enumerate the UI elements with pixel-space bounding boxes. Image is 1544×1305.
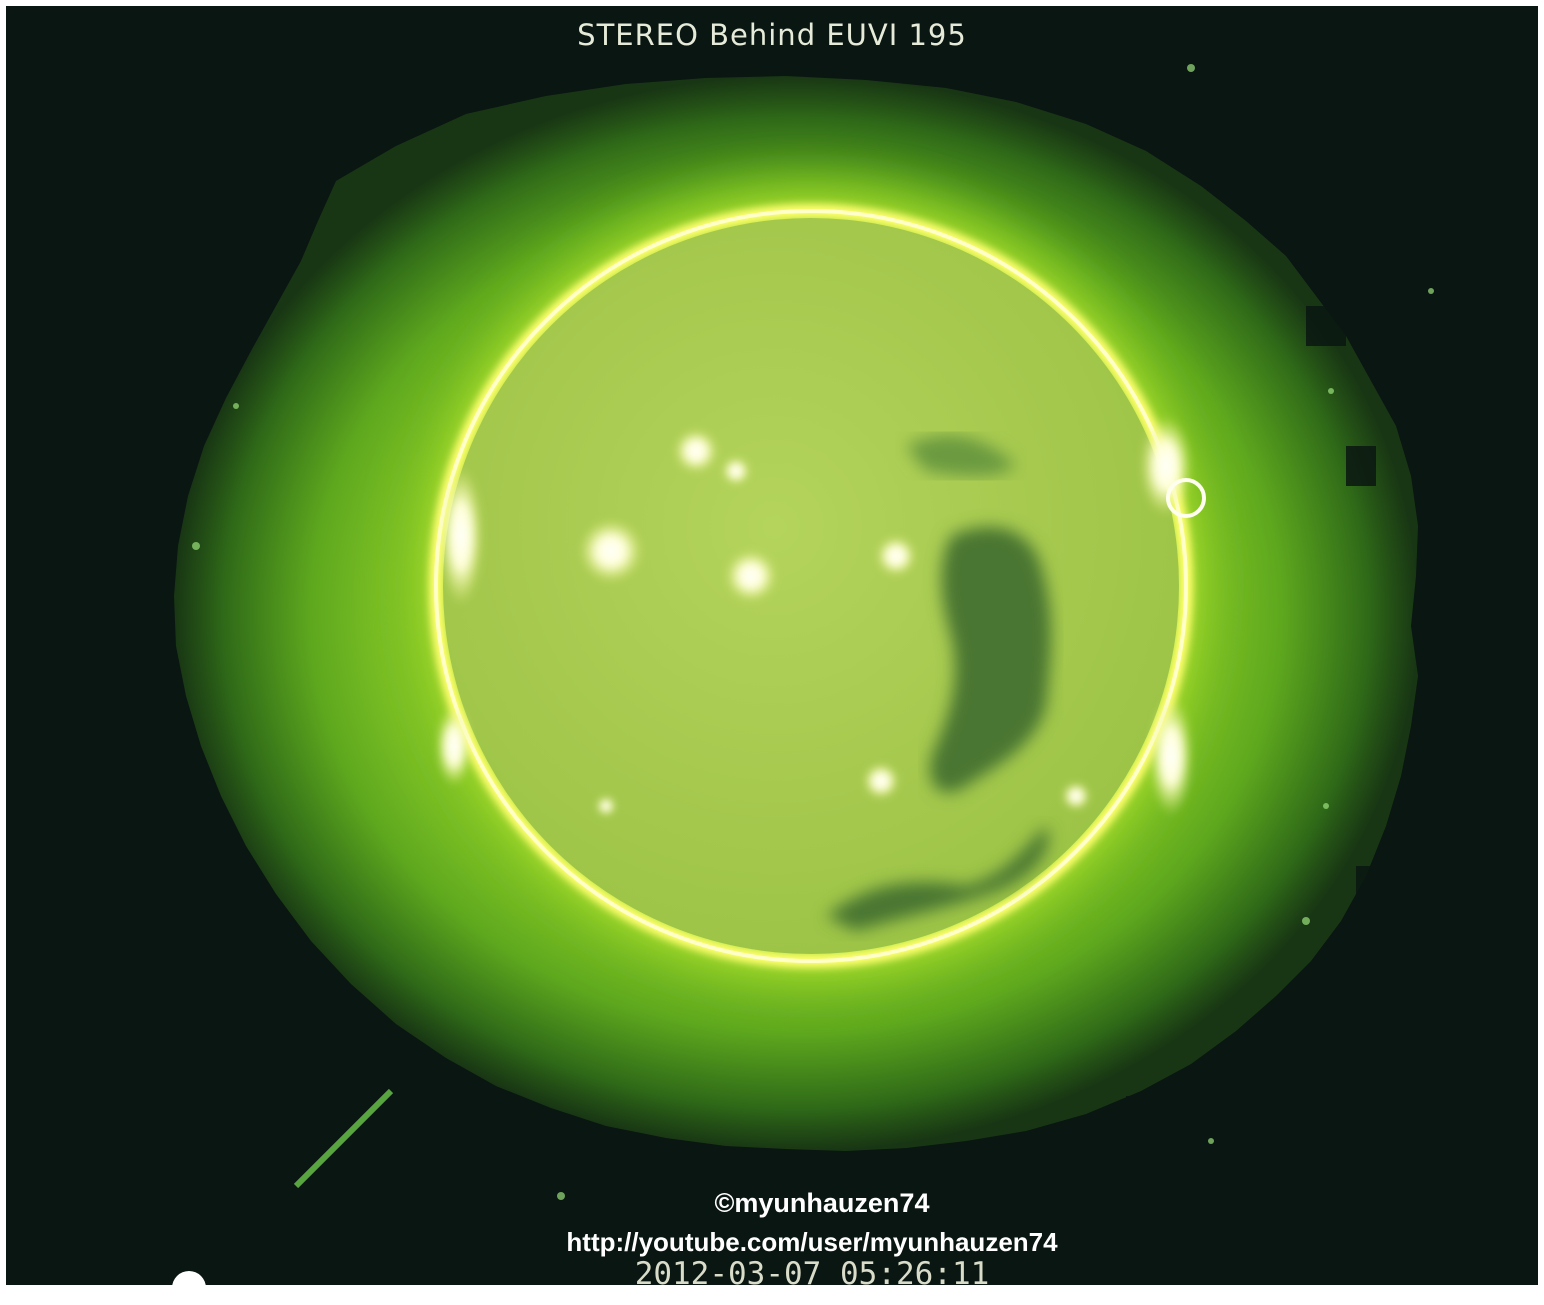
active-regions xyxy=(436,416,1193,816)
artifact-streak xyxy=(293,1088,394,1189)
image-title: STEREO Behind EUVI 195 xyxy=(577,18,967,52)
sun-scene xyxy=(174,64,1434,1200)
coronal-hole xyxy=(930,527,1051,793)
corner-marker xyxy=(172,1271,206,1305)
credit-handle: ©myunhauzen74 xyxy=(714,1188,930,1218)
solar-image-frame: STEREO Behind EUVI 195 ©myunhauzen74 htt… xyxy=(6,6,1538,1285)
capture-timestamp: 2012-03-07 05:26:11 xyxy=(634,1256,990,1285)
solar-disk xyxy=(443,218,1179,954)
credit-url: http://youtube.com/user/myunhauzen74 xyxy=(566,1227,1058,1257)
